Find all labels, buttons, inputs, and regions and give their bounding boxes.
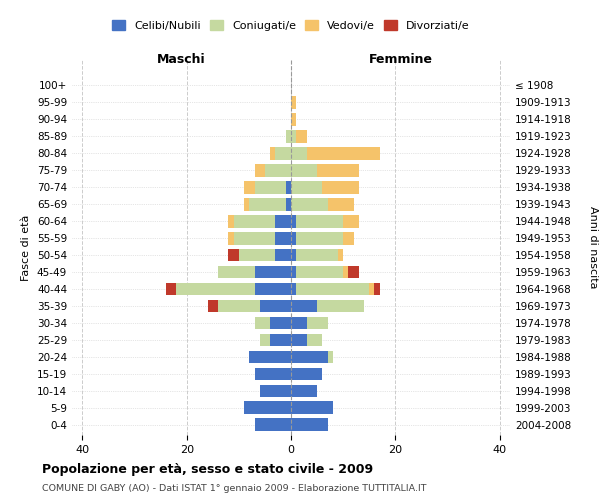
Bar [229, 249, 239, 262]
Bar [369, 282, 374, 296]
Bar [254, 164, 265, 176]
Bar [291, 249, 296, 262]
Bar [286, 198, 291, 210]
Bar [249, 198, 286, 210]
Bar [338, 249, 343, 262]
Bar [296, 249, 338, 262]
Bar [291, 282, 296, 296]
Bar [166, 282, 176, 296]
Bar [296, 266, 343, 278]
Bar [218, 300, 260, 312]
Bar [343, 266, 349, 278]
Bar [291, 181, 322, 194]
Bar [291, 232, 296, 244]
Bar [291, 266, 296, 278]
Bar [244, 402, 291, 414]
Bar [270, 147, 275, 160]
Text: Maschi: Maschi [157, 53, 206, 66]
Bar [291, 334, 307, 346]
Bar [270, 316, 291, 330]
Bar [291, 130, 296, 142]
Bar [208, 300, 218, 312]
Bar [254, 316, 270, 330]
Bar [254, 266, 291, 278]
Text: COMUNE DI GABY (AO) - Dati ISTAT 1° gennaio 2009 - Elaborazione TUTTITALIA.IT: COMUNE DI GABY (AO) - Dati ISTAT 1° genn… [42, 484, 427, 493]
Bar [218, 266, 254, 278]
Bar [307, 316, 328, 330]
Bar [328, 198, 353, 210]
Bar [229, 232, 233, 244]
Bar [291, 368, 322, 380]
Bar [343, 215, 359, 228]
Bar [176, 282, 254, 296]
Bar [307, 147, 380, 160]
Bar [270, 334, 291, 346]
Bar [233, 232, 275, 244]
Bar [296, 130, 307, 142]
Y-axis label: Fasce di età: Fasce di età [22, 214, 31, 280]
Bar [291, 113, 296, 126]
Bar [286, 181, 291, 194]
Bar [286, 130, 291, 142]
Bar [254, 368, 291, 380]
Bar [291, 198, 328, 210]
Bar [254, 282, 291, 296]
Bar [275, 147, 291, 160]
Bar [291, 316, 307, 330]
Bar [275, 232, 291, 244]
Bar [260, 334, 270, 346]
Bar [291, 215, 296, 228]
Bar [275, 215, 291, 228]
Bar [296, 215, 343, 228]
Bar [239, 249, 275, 262]
Bar [244, 181, 254, 194]
Bar [291, 418, 328, 431]
Bar [291, 350, 328, 364]
Bar [254, 181, 286, 194]
Bar [317, 164, 359, 176]
Bar [260, 300, 291, 312]
Bar [307, 334, 322, 346]
Bar [317, 300, 364, 312]
Bar [233, 215, 275, 228]
Bar [374, 282, 380, 296]
Bar [291, 402, 333, 414]
Bar [296, 282, 369, 296]
Bar [296, 232, 343, 244]
Legend: Celibi/Nubili, Coniugati/e, Vedovi/e, Divorziati/e: Celibi/Nubili, Coniugati/e, Vedovi/e, Di… [109, 17, 473, 34]
Bar [291, 300, 317, 312]
Bar [249, 350, 291, 364]
Bar [260, 384, 291, 397]
Bar [291, 147, 307, 160]
Bar [322, 181, 359, 194]
Bar [265, 164, 291, 176]
Bar [328, 350, 333, 364]
Bar [254, 418, 291, 431]
Bar [229, 215, 233, 228]
Bar [291, 384, 317, 397]
Bar [343, 232, 353, 244]
Bar [244, 198, 249, 210]
Bar [275, 249, 291, 262]
Bar [349, 266, 359, 278]
Text: Popolazione per età, sesso e stato civile - 2009: Popolazione per età, sesso e stato civil… [42, 462, 373, 475]
Bar [291, 164, 317, 176]
Bar [291, 96, 296, 109]
Y-axis label: Anni di nascita: Anni di nascita [588, 206, 598, 289]
Text: Femmine: Femmine [368, 53, 433, 66]
